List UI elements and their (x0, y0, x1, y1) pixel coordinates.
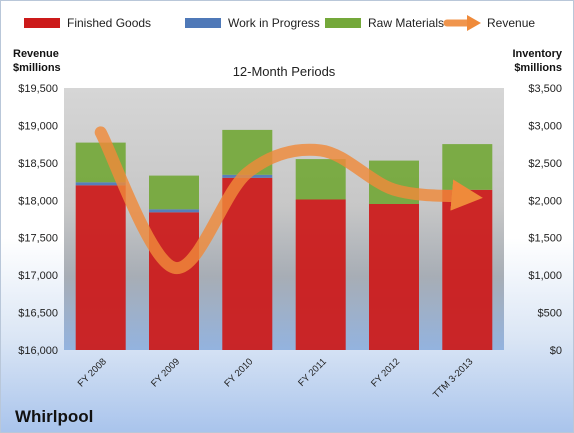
legend-label-finished-goods: Finished Goods (67, 16, 151, 30)
legend-swatch-revenue (443, 15, 481, 31)
bar-raw-materials-3 (295, 159, 346, 200)
left-tick-label: $19,500 (18, 83, 58, 95)
right-axis-title-line2: $millions (514, 62, 562, 74)
x-axis-ticks: FY 2008 FY 2009 FY 2010 FY 2011 FY 2012 TTM 3… (76, 356, 476, 400)
right-tick-label: $1,000 (528, 270, 562, 282)
revenue-line-layer (94, 126, 483, 274)
right-tick-label: $3,500 (528, 83, 562, 95)
chart-subtitle: 12-Month Periods (233, 64, 336, 79)
bar-finished-goods-4 (369, 204, 419, 350)
legend: Finished Goods Work in Progress Raw Mate… (24, 15, 535, 31)
right-axis-title-line1: Inventory (512, 48, 562, 60)
left-tick-label: $19,000 (18, 120, 58, 132)
bar-finished-goods-0 (75, 185, 126, 350)
revenue-line (94, 126, 483, 274)
bar-raw-materials-5 (442, 144, 493, 190)
right-tick-label: $1,500 (528, 233, 562, 245)
right-tick-label: $500 (538, 308, 562, 320)
bar-work-in-progress-1 (149, 209, 199, 213)
left-tick-label: $18,500 (18, 158, 58, 170)
left-tick-label: $17,000 (18, 270, 58, 282)
plot-area (64, 88, 504, 350)
bar-finished-goods-1 (149, 212, 199, 350)
left-axis-title-line2: $millions (13, 62, 61, 74)
legend-label-raw-materials: Raw Materials (368, 16, 444, 30)
right-tick-label: $3,000 (528, 120, 562, 132)
x-tick-label: TTM 3-2013 (431, 356, 475, 400)
legend-swatch-work-in-progress (185, 18, 221, 28)
left-tick-label: $16,500 (18, 308, 58, 320)
right-tick-label: $2,500 (528, 158, 562, 170)
bar-finished-goods-2 (222, 177, 273, 350)
legend-swatch-finished-goods (24, 18, 60, 28)
legend-swatch-raw-materials (325, 18, 361, 28)
left-axis-ticks: $16,000 $16,500 $17,000 $17,500 $18,000 $18,5… (18, 83, 58, 357)
legend-label-revenue: Revenue (487, 16, 535, 30)
left-axis-title-line1: Revenue (13, 48, 59, 60)
x-tick-label: FY 2008 (76, 356, 109, 389)
x-tick-label: FY 2011 (296, 356, 329, 389)
bars-layer (75, 129, 493, 350)
bar-raw-materials-1 (149, 175, 199, 210)
bar-finished-goods-3 (295, 199, 346, 350)
right-tick-label: $2,000 (528, 195, 562, 207)
bar-work-in-progress-0 (75, 182, 126, 186)
right-axis-ticks: $0 $500 $1,000 $1,500 $2,000 $2,500 $3,000 $3,5… (528, 83, 562, 357)
legend-label-work-in-progress: Work in Progress (228, 16, 320, 30)
company-name: Whirlpool (15, 407, 93, 426)
x-tick-label: FY 2010 (222, 356, 255, 389)
x-tick-label: FY 2012 (369, 356, 402, 389)
right-tick-label: $0 (550, 345, 562, 357)
x-tick-label: FY 2009 (149, 356, 182, 389)
bar-finished-goods-5 (442, 189, 493, 350)
left-tick-label: $18,000 (18, 195, 58, 207)
left-tick-label: $17,500 (18, 233, 58, 245)
left-tick-label: $16,000 (18, 345, 58, 357)
